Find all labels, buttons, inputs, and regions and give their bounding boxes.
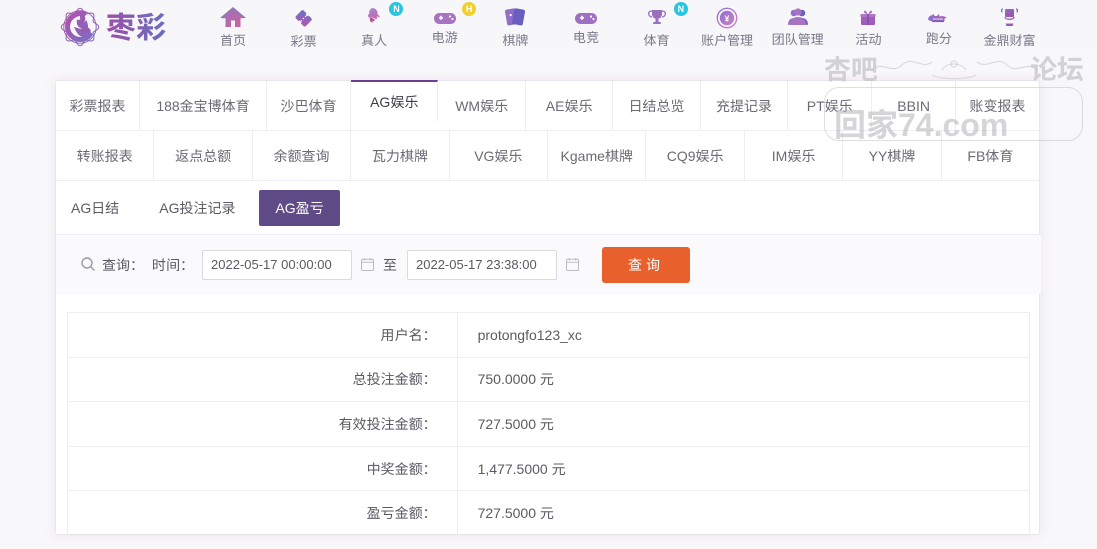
svg-text:¥: ¥ (725, 13, 730, 23)
svg-text:枣彩: 枣彩 (106, 8, 166, 47)
svg-text:PAOFEN: PAOFEN (933, 17, 944, 21)
